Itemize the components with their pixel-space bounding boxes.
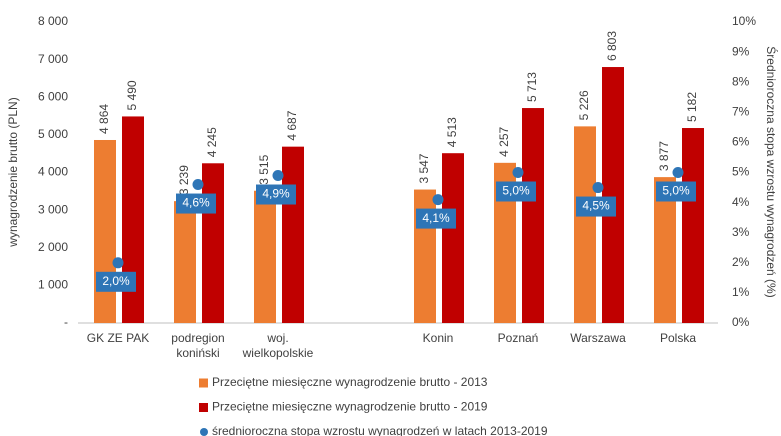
- legend-marker: [199, 378, 208, 388]
- data-label: 5 490: [125, 80, 139, 110]
- data-label: 4 245: [205, 127, 219, 157]
- data-label: 4,1%: [422, 211, 450, 225]
- data-label-box: [256, 184, 296, 205]
- y2-tick-label: 7%: [732, 104, 750, 118]
- dot: [512, 167, 524, 178]
- data-label: 3 547: [417, 153, 431, 183]
- data-label-box: [416, 208, 456, 229]
- x-tick-label: Warszawa: [570, 331, 626, 345]
- y2-tick-label: 8%: [732, 74, 750, 88]
- bar: [522, 108, 544, 324]
- bar: [494, 162, 516, 323]
- data-label: 4,5%: [582, 199, 610, 213]
- data-label: 4 513: [445, 117, 459, 147]
- y2-tick-label: 10%: [732, 14, 756, 28]
- bar: [282, 146, 304, 323]
- data-label: 2,0%: [102, 274, 130, 288]
- data-label: 4 864: [97, 104, 111, 134]
- legend-label: Przeciętne miesięczne wynagrodzenie brut…: [212, 375, 488, 389]
- y2-tick-label: 2%: [732, 255, 750, 269]
- data-label-box: [496, 181, 536, 202]
- bar: [202, 163, 224, 323]
- legend-label: średnioroczna stopa wzrostu wynagrodzeń …: [212, 424, 548, 436]
- data-label: 5 226: [577, 90, 591, 120]
- data-label: 4 257: [497, 126, 511, 156]
- data-label: 3 239: [177, 165, 191, 195]
- bar: [602, 67, 624, 323]
- dot: [192, 179, 204, 191]
- y2-tick-label: 4%: [732, 195, 750, 209]
- data-label: 5,0%: [502, 184, 530, 198]
- y2-tick-label: 9%: [732, 44, 750, 58]
- y-tick-label: 4 000: [38, 165, 68, 179]
- data-label: 4 687: [285, 110, 299, 140]
- y-tick-label: 6 000: [38, 89, 68, 103]
- dot: [112, 257, 124, 269]
- data-label: 4,6%: [182, 196, 210, 210]
- y2-axis-title: Średnioroczna stopa wzrostu wynagrodzeń …: [764, 46, 779, 297]
- data-label-box: [176, 193, 216, 214]
- x-tick-label: Polska: [660, 331, 696, 345]
- y-tick-label: -: [64, 315, 68, 329]
- bar: [654, 177, 676, 323]
- y-tick-label: 7 000: [38, 52, 68, 66]
- bar: [574, 126, 596, 323]
- y-tick-label: 5 000: [38, 127, 68, 141]
- y2-tick-label: 1%: [732, 285, 750, 299]
- data-label-box: [96, 271, 136, 292]
- y-tick-label: 1 000: [38, 278, 68, 292]
- y-tick-label: 8 000: [38, 14, 68, 28]
- dot: [432, 194, 444, 206]
- y-axis-title: wynagrodzenie brutto (PLN): [6, 97, 20, 247]
- data-label: 5,0%: [662, 184, 690, 198]
- legend-marker: [199, 403, 208, 412]
- data-label: 5 713: [525, 72, 539, 102]
- data-label: 6 803: [605, 31, 619, 61]
- y2-tick-label: 6%: [732, 135, 750, 149]
- bar: [442, 153, 464, 323]
- data-label: 3 877: [657, 141, 671, 171]
- data-label: 5 182: [685, 92, 699, 122]
- bar: [682, 128, 704, 323]
- y-tick-label: 3 000: [38, 202, 68, 216]
- data-label-box: [576, 196, 616, 217]
- y2-tick-label: 3%: [732, 225, 750, 239]
- dot: [272, 170, 284, 182]
- x-tick-label: Poznań: [498, 331, 539, 345]
- data-label: 4,9%: [262, 187, 290, 201]
- y2-tick-label: 0%: [732, 315, 750, 329]
- legend-marker: [200, 428, 208, 436]
- bar: [122, 116, 144, 323]
- x-tick-label: woj. wielkopolskie: [242, 331, 314, 360]
- dot: [592, 182, 604, 194]
- data-label: 3 515: [257, 154, 271, 184]
- bar: [174, 201, 196, 323]
- data-label-box: [656, 181, 696, 202]
- y-tick-label: 2 000: [38, 240, 68, 254]
- x-tick-label: podregion koniński: [171, 331, 224, 360]
- legend-label: Przeciętne miesięczne wynagrodzenie brut…: [212, 400, 488, 414]
- bar: [254, 190, 276, 323]
- x-tick-label: GK ZE PAK: [87, 331, 149, 345]
- y2-tick-label: 5%: [732, 165, 750, 179]
- x-tick-label: Konin: [423, 331, 454, 345]
- dot: [672, 167, 684, 178]
- bar: [94, 139, 116, 323]
